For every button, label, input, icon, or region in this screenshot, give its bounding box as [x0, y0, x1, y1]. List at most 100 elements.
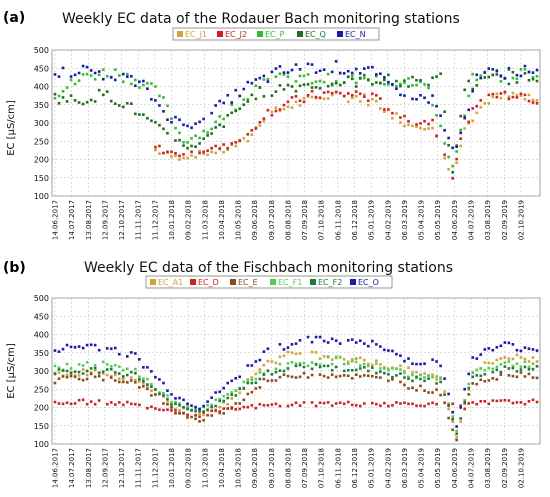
data-point — [57, 371, 61, 375]
data-point — [85, 369, 89, 373]
data-point — [334, 339, 338, 343]
data-point — [57, 350, 61, 353]
data-point — [234, 88, 238, 92]
data-point — [354, 85, 358, 88]
data-point — [491, 68, 495, 71]
data-point — [379, 376, 382, 379]
data-point — [427, 391, 430, 394]
data-point — [146, 387, 149, 391]
data-point — [186, 141, 189, 144]
data-point — [178, 138, 181, 142]
data-point — [431, 118, 434, 122]
data-point — [346, 362, 350, 365]
data-point — [491, 377, 495, 380]
data-point — [210, 111, 213, 115]
data-point — [527, 372, 531, 376]
y-tick-label-b: 250 — [34, 385, 49, 394]
data-point — [350, 377, 354, 380]
data-point — [354, 95, 358, 98]
data-point — [455, 157, 458, 161]
data-point — [391, 83, 394, 86]
data-point — [362, 93, 366, 96]
data-point — [134, 381, 137, 384]
data-point — [97, 88, 101, 92]
data-point — [495, 358, 499, 362]
data-point — [330, 358, 334, 361]
data-point — [310, 361, 314, 364]
data-point — [65, 369, 69, 373]
data-point — [535, 360, 539, 363]
data-point — [463, 114, 466, 117]
data-point — [238, 375, 242, 379]
data-point — [166, 118, 169, 122]
data-point — [73, 370, 77, 374]
data-point — [150, 119, 153, 123]
data-point — [246, 405, 250, 409]
data-point — [523, 97, 527, 101]
data-point — [166, 408, 169, 411]
data-point — [210, 414, 213, 417]
data-point — [57, 366, 61, 370]
data-point — [178, 158, 181, 161]
data-point — [318, 401, 322, 405]
data-point — [467, 372, 471, 376]
data-point — [322, 401, 326, 405]
data-point — [535, 79, 539, 83]
data-point — [310, 373, 314, 377]
data-point — [190, 404, 193, 407]
data-point — [226, 381, 230, 385]
data-point — [519, 365, 523, 368]
data-point — [350, 403, 354, 407]
data-point — [202, 150, 205, 154]
data-point — [154, 85, 157, 88]
data-point — [322, 97, 326, 101]
data-point — [358, 100, 362, 103]
x-tick-label-b: 04.07.2019 — [468, 448, 476, 488]
data-point — [117, 104, 121, 107]
data-point — [278, 108, 282, 111]
data-point — [302, 74, 306, 78]
x-tick-label-a: 11.03.2018 — [201, 200, 209, 240]
data-point — [258, 377, 262, 381]
data-point — [515, 96, 519, 99]
data-point — [121, 368, 125, 372]
data-point — [198, 136, 201, 140]
data-point — [294, 401, 298, 405]
data-point — [134, 112, 137, 116]
data-point — [138, 358, 141, 361]
data-point — [467, 402, 471, 405]
data-point — [427, 377, 430, 380]
data-point — [475, 73, 479, 77]
data-point — [314, 80, 318, 84]
data-point — [170, 403, 173, 406]
data-point — [471, 371, 475, 375]
data-point — [395, 79, 398, 83]
data-point — [290, 85, 294, 88]
data-point — [354, 360, 358, 364]
data-point — [222, 150, 225, 154]
data-point — [81, 398, 85, 402]
data-point — [113, 68, 117, 72]
data-point — [447, 402, 450, 405]
data-point — [523, 68, 527, 71]
data-point — [238, 402, 242, 405]
x-tick-label-a: 07.10.2018 — [318, 200, 326, 240]
data-point — [246, 381, 250, 385]
data-point — [61, 369, 65, 372]
data-point — [354, 368, 358, 372]
data-point — [174, 409, 177, 412]
data-point — [519, 371, 523, 374]
data-point — [93, 100, 97, 103]
data-point — [266, 369, 270, 372]
data-point — [346, 400, 350, 404]
data-point — [162, 127, 165, 131]
data-point — [399, 116, 402, 119]
data-point — [527, 399, 531, 403]
data-point — [431, 375, 434, 379]
y-tick-label-a: 150 — [34, 174, 49, 183]
data-point — [451, 170, 454, 174]
data-point — [459, 404, 462, 407]
x-tick-label-b: 04.06.2019 — [451, 448, 459, 488]
data-point — [53, 92, 57, 96]
data-point — [282, 354, 286, 357]
